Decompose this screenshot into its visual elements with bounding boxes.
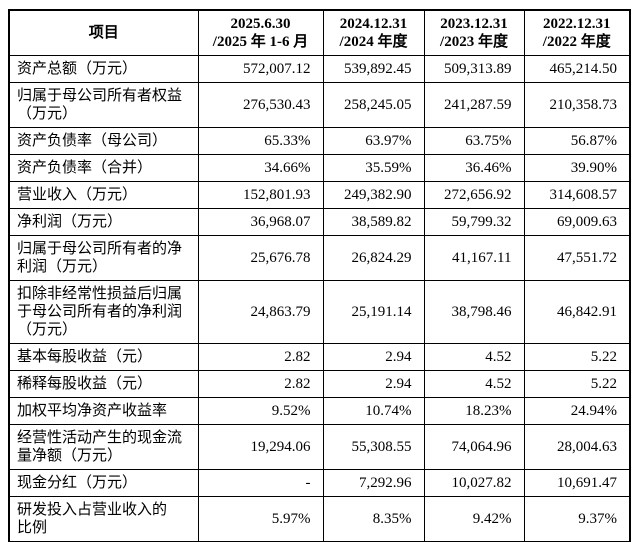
- row-label: 净利润（万元）: [8, 208, 199, 236]
- row-label: 现金分红（万元）: [8, 469, 199, 497]
- table-row: 归属于母公司所有者权益 （万元） 276,530.43 258,245.05 2…: [8, 82, 631, 128]
- value-cell: 46,842.91: [523, 280, 631, 344]
- value-cell: 36,968.07: [197, 208, 324, 236]
- value-cell: 152,801.93: [197, 181, 324, 209]
- value-cell: 2.94: [322, 370, 425, 398]
- table-row: 归属于母公司所有者的净 利润（万元） 25,676.78 26,824.29 4…: [8, 235, 631, 281]
- value-cell: 10.74%: [322, 397, 425, 425]
- table-row: 加权平均净资产收益率 9.52% 10.74% 18.23% 24.94%: [8, 397, 631, 425]
- value-cell: 4.52: [423, 370, 525, 398]
- value-cell: 272,656.92: [423, 181, 525, 209]
- table-row: 基本每股收益（元） 2.82 2.94 4.52 5.22: [8, 343, 631, 371]
- value-cell: 7,292.96: [322, 469, 425, 497]
- row-label: 资产总额（万元）: [8, 55, 199, 83]
- value-cell: 2.82: [197, 370, 324, 398]
- financial-summary-table: 项目 2025.6.30 /2025 年 1-6 月 2024.12.31 /2…: [8, 9, 631, 542]
- value-cell: 47,551.72: [523, 235, 631, 281]
- column-header-2025: 2025.6.30 /2025 年 1-6 月: [197, 9, 324, 56]
- value-cell: 59,799.32: [423, 208, 525, 236]
- column-header-item: 项目: [8, 9, 199, 56]
- value-cell: 38,589.82: [322, 208, 425, 236]
- row-label: 加权平均净资产收益率: [8, 397, 199, 425]
- row-label: 经营性活动产生的现金流 量净额（万元）: [8, 424, 199, 470]
- row-label: 归属于母公司所有者权益 （万元）: [8, 82, 199, 128]
- column-header-2022: 2022.12.31 /2022 年度: [523, 9, 631, 56]
- value-cell: 10,691.47: [523, 469, 631, 497]
- value-cell: 28,004.63: [523, 424, 631, 470]
- value-cell: 276,530.43: [197, 82, 324, 128]
- value-cell: -: [197, 469, 324, 497]
- value-cell: 258,245.05: [322, 82, 425, 128]
- value-cell: 509,313.89: [423, 55, 525, 83]
- value-cell: 8.35%: [322, 496, 425, 542]
- value-cell: 2.94: [322, 343, 425, 371]
- row-label: 稀释每股收益（元）: [8, 370, 199, 398]
- value-cell: 25,191.14: [322, 280, 425, 344]
- table-row: 研发投入占营业收入的 比例 5.97% 8.35% 9.42% 9.37%: [8, 496, 631, 542]
- table-row: 资产负债率（合并） 34.66% 35.59% 36.46% 39.90%: [8, 154, 631, 182]
- table-row: 资产负债率（母公司） 65.33% 63.97% 63.75% 56.87%: [8, 127, 631, 155]
- value-cell: 56.87%: [523, 127, 631, 155]
- value-cell: 5.22: [523, 370, 631, 398]
- row-label: 资产负债率（母公司）: [8, 127, 199, 155]
- value-cell: 19,294.06: [197, 424, 324, 470]
- row-label: 资产负债率（合并）: [8, 154, 199, 182]
- value-cell: 65.33%: [197, 127, 324, 155]
- table-row: 扣除非经常性损益后归属 于母公司所有者的净利润 （万元） 24,863.79 2…: [8, 280, 631, 344]
- value-cell: 34.66%: [197, 154, 324, 182]
- table-row: 稀释每股收益（元） 2.82 2.94 4.52 5.22: [8, 370, 631, 398]
- value-cell: 18.23%: [423, 397, 525, 425]
- value-cell: 10,027.82: [423, 469, 525, 497]
- column-header-2023: 2023.12.31 /2023 年度: [423, 9, 525, 56]
- table-row: 营业收入（万元） 152,801.93 249,382.90 272,656.9…: [8, 181, 631, 209]
- value-cell: 572,007.12: [197, 55, 324, 83]
- value-cell: 24,863.79: [197, 280, 324, 344]
- value-cell: 25,676.78: [197, 235, 324, 281]
- value-cell: 26,824.29: [322, 235, 425, 281]
- value-cell: 5.97%: [197, 496, 324, 542]
- value-cell: 55,308.55: [322, 424, 425, 470]
- table-row: 资产总额（万元） 572,007.12 539,892.45 509,313.8…: [8, 55, 631, 83]
- value-cell: 63.75%: [423, 127, 525, 155]
- value-cell: 63.97%: [322, 127, 425, 155]
- value-cell: 4.52: [423, 343, 525, 371]
- value-cell: 314,608.57: [523, 181, 631, 209]
- value-cell: 35.59%: [322, 154, 425, 182]
- value-cell: 38,798.46: [423, 280, 525, 344]
- value-cell: 9.37%: [523, 496, 631, 542]
- value-cell: 241,287.59: [423, 82, 525, 128]
- table-row: 经营性活动产生的现金流 量净额（万元） 19,294.06 55,308.55 …: [8, 424, 631, 470]
- value-cell: 36.46%: [423, 154, 525, 182]
- value-cell: 69,009.63: [523, 208, 631, 236]
- value-cell: 465,214.50: [523, 55, 631, 83]
- row-label: 归属于母公司所有者的净 利润（万元）: [8, 235, 199, 281]
- row-label: 研发投入占营业收入的 比例: [8, 496, 199, 542]
- table-row: 净利润（万元） 36,968.07 38,589.82 59,799.32 69…: [8, 208, 631, 236]
- row-label: 营业收入（万元）: [8, 181, 199, 209]
- value-cell: 249,382.90: [322, 181, 425, 209]
- row-label: 扣除非经常性损益后归属 于母公司所有者的净利润 （万元）: [8, 280, 199, 344]
- value-cell: 39.90%: [523, 154, 631, 182]
- column-header-2024: 2024.12.31 /2024 年度: [322, 9, 425, 56]
- value-cell: 539,892.45: [322, 55, 425, 83]
- value-cell: 9.52%: [197, 397, 324, 425]
- value-cell: 5.22: [523, 343, 631, 371]
- value-cell: 210,358.73: [523, 82, 631, 128]
- value-cell: 41,167.11: [423, 235, 525, 281]
- value-cell: 24.94%: [523, 397, 631, 425]
- value-cell: 9.42%: [423, 496, 525, 542]
- value-cell: 2.82: [197, 343, 324, 371]
- value-cell: 74,064.96: [423, 424, 525, 470]
- table-row: 现金分红（万元） - 7,292.96 10,027.82 10,691.47: [8, 469, 631, 497]
- row-label: 基本每股收益（元）: [8, 343, 199, 371]
- table-header-row: 项目 2025.6.30 /2025 年 1-6 月 2024.12.31 /2…: [8, 9, 631, 56]
